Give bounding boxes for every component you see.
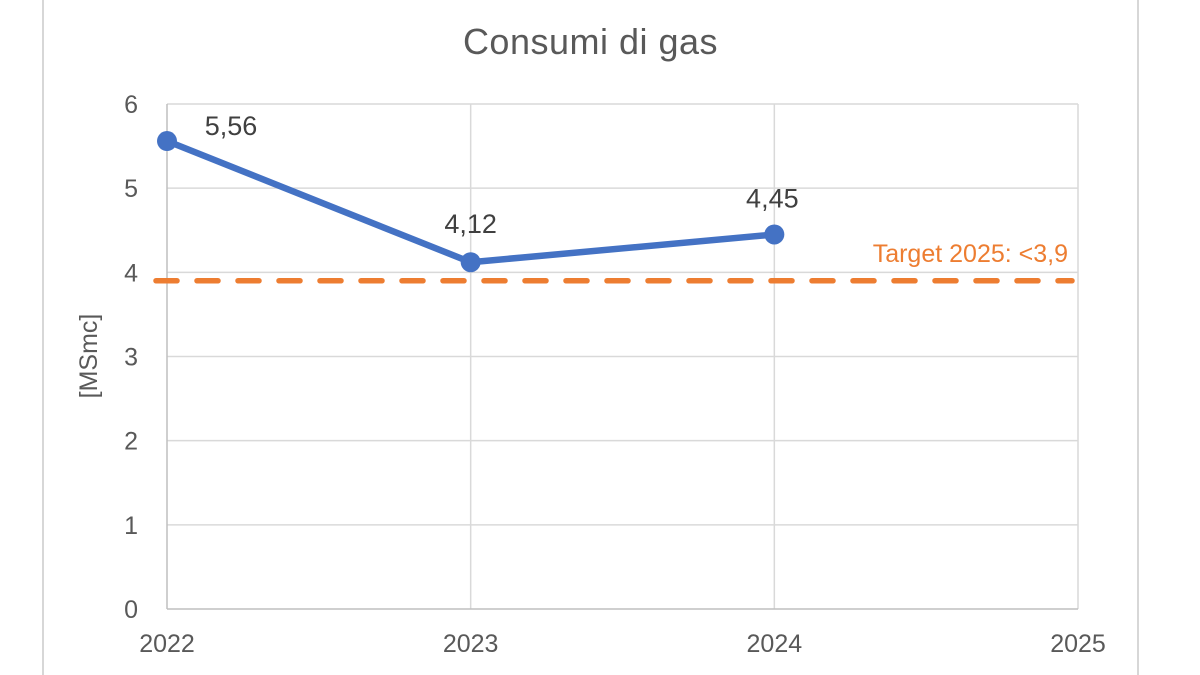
- y-tick-label-5: 5: [124, 175, 138, 203]
- chart-frame-border-right: [1137, 0, 1139, 675]
- x-tick-label-2022: 2022: [139, 630, 195, 658]
- y-tick-label-0: 0: [124, 596, 138, 624]
- data-point-marker-2024: [764, 224, 785, 245]
- y-tick-label-4: 4: [124, 259, 138, 287]
- data-label-2024: 4,45: [746, 183, 799, 213]
- x-tick-label-2025: 2025: [1050, 630, 1106, 658]
- chart-frame-border-left: [42, 0, 44, 675]
- y-axis-title: [MSmc]: [75, 314, 103, 399]
- x-tick-label-2024: 2024: [747, 630, 803, 658]
- data-point-marker-2023: [460, 252, 481, 273]
- y-tick-label-1: 1: [124, 512, 138, 540]
- y-tick-label-2: 2: [124, 428, 138, 456]
- data-label-2022: 5,56: [205, 111, 258, 141]
- target-label: Target 2025: <3,9: [873, 240, 1068, 268]
- y-tick-label-6: 6: [124, 91, 138, 119]
- data-point-marker-2022: [157, 131, 177, 152]
- x-tick-label-2023: 2023: [443, 630, 499, 658]
- chart-title: Consumi di gas: [462, 21, 719, 62]
- data-label-2023: 4,12: [444, 209, 497, 239]
- y-tick-label-3: 3: [124, 344, 138, 372]
